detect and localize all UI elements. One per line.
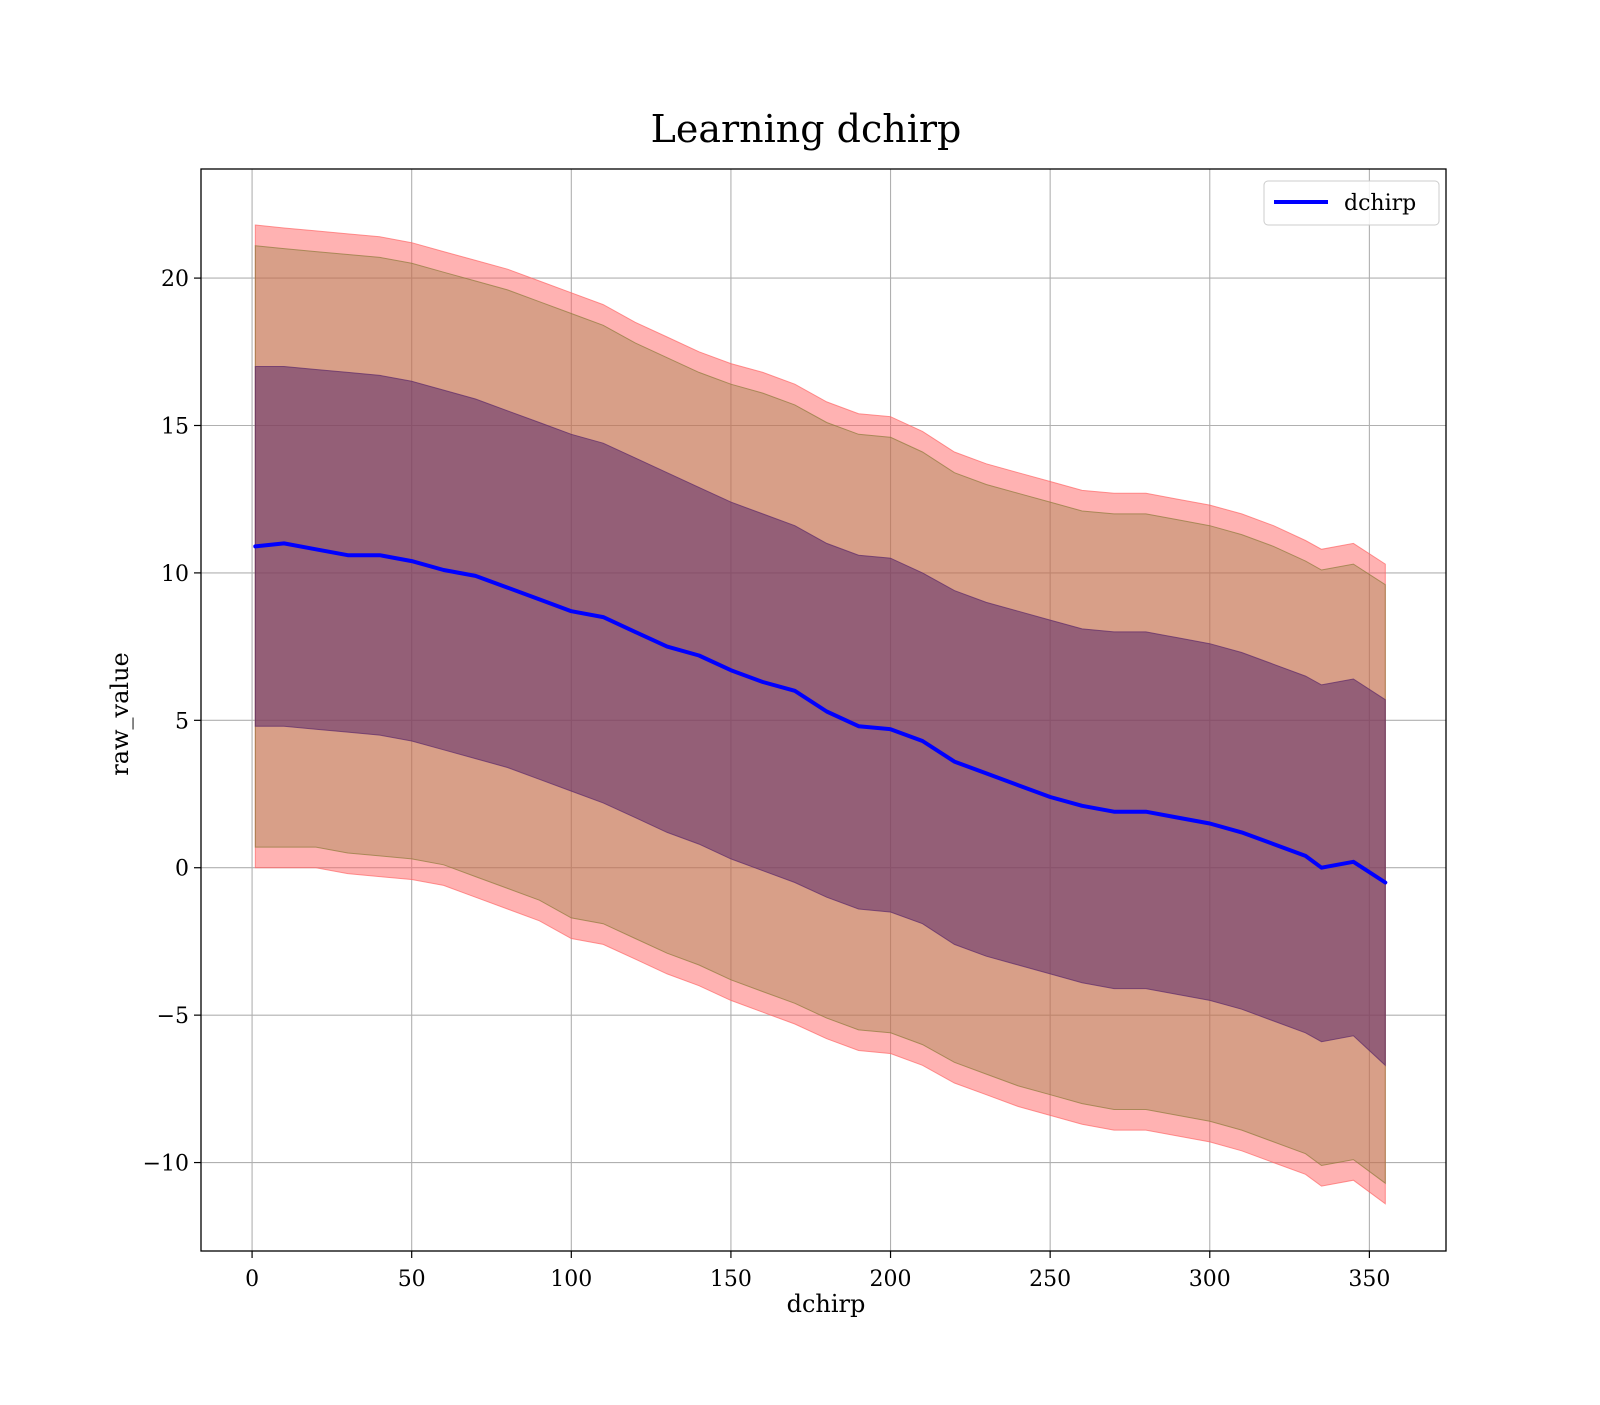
band-inner bbox=[254, 366, 1386, 1067]
x-tick-label: 300 bbox=[1189, 1267, 1231, 1292]
x-tick-label: 200 bbox=[870, 1267, 912, 1292]
legend-label-dchirp: dchirp bbox=[1344, 191, 1416, 216]
x-tick-label: 0 bbox=[245, 1267, 259, 1292]
y-axis-label: raw_value bbox=[106, 652, 134, 776]
chart-title: Learning dchirp bbox=[651, 107, 962, 151]
y-tick-label: −5 bbox=[157, 1004, 189, 1029]
y-tick-label: 20 bbox=[161, 267, 189, 292]
y-tick-label: −10 bbox=[143, 1152, 189, 1177]
y-tick-label: 5 bbox=[175, 709, 189, 734]
x-tick-label: 150 bbox=[710, 1267, 752, 1292]
y-tick-label: 15 bbox=[161, 414, 189, 439]
x-tick-label: 100 bbox=[550, 1267, 592, 1292]
x-tick-label: 250 bbox=[1029, 1267, 1071, 1292]
legend: dchirp bbox=[1263, 180, 1440, 226]
x-tick-label: 50 bbox=[398, 1267, 426, 1292]
y-tick-label: 10 bbox=[161, 562, 189, 587]
axis-ticks: 0 50 100 150 200 250 300 350 −10 −5 0 5 10 15 20 bbox=[143, 267, 1391, 1292]
series-lines bbox=[253, 541, 1388, 885]
x-axis-label: dchirp bbox=[787, 1290, 866, 1318]
y-tick-label: 0 bbox=[175, 857, 189, 882]
x-tick-label: 350 bbox=[1348, 1267, 1390, 1292]
legend-box bbox=[1263, 180, 1440, 226]
series-line-dchirp bbox=[253, 541, 1388, 885]
confidence-bands bbox=[254, 224, 1386, 1205]
plot-frame bbox=[200, 168, 1447, 1252]
